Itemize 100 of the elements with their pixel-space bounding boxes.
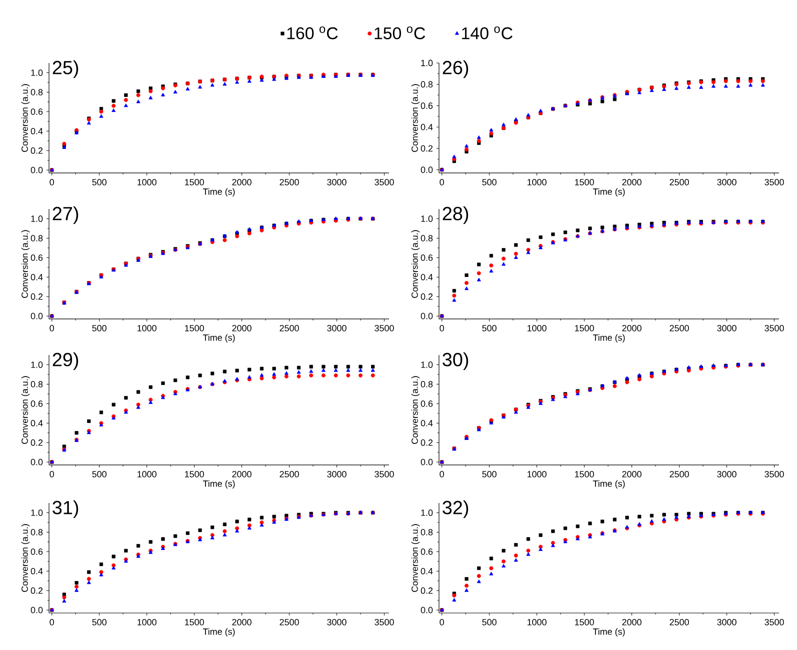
x-tick-label: 1500 xyxy=(185,618,204,626)
y-tick-label: 0.0 xyxy=(30,458,43,466)
x-axis-title: Time (s) xyxy=(202,188,235,197)
x-tick-label: 0 xyxy=(50,324,54,332)
y-tick-label: 0.0 xyxy=(420,166,433,173)
x-tick-label: 1500 xyxy=(575,324,594,332)
x-tick-label: 1000 xyxy=(528,470,546,478)
x-tick-label: 500 xyxy=(482,470,496,478)
y-tick-label: 0.8 xyxy=(30,235,43,242)
x-tick-label: 2500 xyxy=(280,178,299,186)
x-tick-label: 3000 xyxy=(327,618,346,626)
x-tick-label: 0 xyxy=(50,470,54,478)
y-tick-label: 0.6 xyxy=(420,102,433,109)
chart-title: 26) xyxy=(442,60,468,78)
y-tick-label: 0.2 xyxy=(420,587,433,594)
y-axis-title: Conversion (a.u.) xyxy=(411,376,420,444)
y-tick-label: 1.0 xyxy=(421,510,433,516)
x-tick-label: 1500 xyxy=(185,324,204,332)
x-tick-label: 2000 xyxy=(232,618,252,626)
x-tick-label: 2500 xyxy=(670,178,689,186)
x-tick-label: 1500 xyxy=(575,178,594,186)
y-tick-label: 0.0 xyxy=(420,312,433,320)
y-tick-label: 0.4 xyxy=(420,568,433,574)
x-tick-label: 0 xyxy=(440,470,444,478)
x-tick-label: 500 xyxy=(482,618,496,626)
y-tick-label: 1.0 xyxy=(421,216,433,222)
y-axis-title: Conversion (a.u.) xyxy=(411,84,420,152)
y-axis-title: Conversion (a.u.) xyxy=(411,524,420,592)
x-tick-label: 3500 xyxy=(374,618,394,626)
x-tick-label: 500 xyxy=(482,178,496,186)
y-tick-label: 0.4 xyxy=(30,128,43,134)
x-tick-label: 3000 xyxy=(717,618,736,626)
x-tick-label: 2000 xyxy=(622,324,642,332)
x-tick-label: 3500 xyxy=(374,324,394,332)
x-tick-label: 2000 xyxy=(622,178,642,186)
y-tick-label: 0.6 xyxy=(30,254,43,261)
y-tick-label: 0.8 xyxy=(420,381,433,388)
x-axis-title: Time (s) xyxy=(592,188,625,197)
y-tick-label: 0.6 xyxy=(420,400,433,407)
x-tick-label: 1000 xyxy=(138,470,156,478)
y-axis-title: Conversion (a.u.) xyxy=(21,524,30,592)
y-tick-label: 0.8 xyxy=(420,81,433,88)
x-tick-label: 3500 xyxy=(374,178,394,186)
x-axis-title: Time (s) xyxy=(592,480,625,489)
y-tick-label: 0.8 xyxy=(30,89,43,96)
y-axis-title: Conversion (a.u.) xyxy=(21,84,30,152)
x-tick-label: 2500 xyxy=(280,618,299,626)
chart-title: 31) xyxy=(52,500,78,518)
y-tick-label: 0.2 xyxy=(30,293,43,300)
chart-title: 27) xyxy=(52,206,78,224)
x-tick-label: 500 xyxy=(92,470,106,478)
chart-title: 32) xyxy=(442,500,468,518)
x-tick-label: 2500 xyxy=(280,470,299,478)
legend-label: 150 $^{o}$C xyxy=(374,26,426,40)
x-tick-label: 1000 xyxy=(528,178,546,186)
x-tick-label: 0 xyxy=(50,178,54,186)
x-tick-label: 1000 xyxy=(138,618,156,626)
y-tick-label: 0.2 xyxy=(420,293,433,300)
x-tick-label: 2000 xyxy=(622,470,642,478)
y-tick-label: 0.8 xyxy=(30,529,43,536)
y-tick-label: 1.0 xyxy=(31,70,43,76)
y-tick-label: 0.4 xyxy=(420,420,433,426)
x-tick-label: 2500 xyxy=(280,324,299,332)
x-tick-label: 1000 xyxy=(138,178,156,186)
x-tick-label: 500 xyxy=(92,324,106,332)
y-tick-label: 0.4 xyxy=(420,124,433,130)
y-tick-label: 0.6 xyxy=(30,400,43,407)
y-tick-label: 0.0 xyxy=(420,606,433,614)
y-tick-label: 1.0 xyxy=(31,362,43,368)
y-tick-label: 0.6 xyxy=(30,548,43,555)
x-tick-label: 0 xyxy=(440,618,444,626)
x-tick-label: 1500 xyxy=(185,470,204,478)
x-axis-title: Time (s) xyxy=(202,334,235,343)
y-tick-label: 0.0 xyxy=(30,606,43,614)
x-tick-label: 3000 xyxy=(327,178,346,186)
y-axis-title: Conversion (a.u.) xyxy=(21,376,30,444)
y-axis-title: Conversion (a.u.) xyxy=(21,230,30,298)
x-tick-label: 3500 xyxy=(764,618,784,626)
x-tick-label: 3000 xyxy=(327,470,346,478)
x-tick-label: 3000 xyxy=(717,470,736,478)
x-tick-label: 2500 xyxy=(670,618,689,626)
y-tick-label: 1.0 xyxy=(31,510,43,516)
x-tick-label: 2500 xyxy=(670,470,689,478)
x-tick-label: 500 xyxy=(92,178,106,186)
x-tick-label: 3000 xyxy=(717,324,736,332)
y-tick-label: 1.0 xyxy=(421,60,433,66)
y-tick-label: 0.6 xyxy=(420,254,433,261)
y-tick-label: 0.2 xyxy=(420,145,433,152)
chart-title: 30) xyxy=(442,352,468,370)
y-tick-label: 0.2 xyxy=(30,439,43,446)
y-tick-label: 0.2 xyxy=(30,587,43,594)
x-tick-label: 3000 xyxy=(327,324,346,332)
x-tick-label: 2000 xyxy=(622,618,642,626)
x-tick-label: 1000 xyxy=(138,324,156,332)
x-tick-label: 1000 xyxy=(528,618,546,626)
y-tick-label: 0.8 xyxy=(420,529,433,536)
x-tick-label: 3500 xyxy=(374,470,394,478)
x-tick-label: 3500 xyxy=(764,470,784,478)
x-tick-label: 0 xyxy=(440,324,444,332)
x-tick-label: 2000 xyxy=(232,178,252,186)
